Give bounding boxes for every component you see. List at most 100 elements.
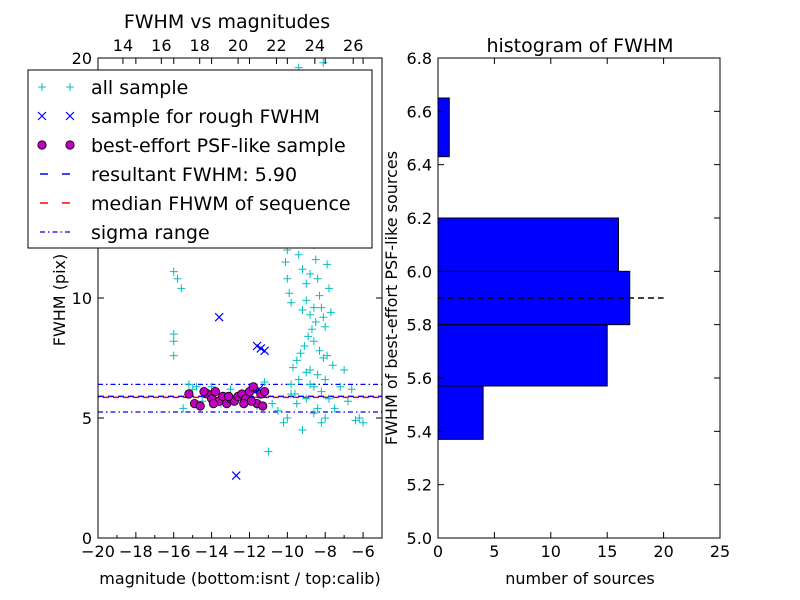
histogram-y-tick-label: 5.8 (407, 316, 432, 335)
all-sample-point (323, 260, 332, 269)
all-sample-point (273, 406, 282, 415)
all-sample-point (264, 447, 273, 456)
all-sample-point (192, 382, 201, 391)
all-sample-point (169, 337, 178, 346)
all-sample-point (321, 375, 330, 384)
scatter-legend: all sample sample for rough FWHM best-effo… (27, 69, 373, 249)
all-sample-point (330, 404, 339, 413)
all-sample-point (347, 385, 356, 394)
legend-marker-x (37, 111, 47, 121)
legend-marker-circle (65, 140, 75, 150)
all-sample-point (313, 370, 322, 379)
rough-fwhm-point (252, 341, 262, 351)
rough-fwhm-point (260, 346, 270, 356)
legend-label: all sample (91, 77, 188, 99)
legend-label: sigma range (91, 222, 210, 244)
scatter-panel: FWHM vs magnitudes −20 −18 −16 −14 −12 −10 −8−… (27, 11, 383, 588)
all-sample-point (184, 380, 193, 389)
all-sample-point (173, 274, 182, 283)
all-sample-point (287, 380, 296, 389)
psf-like-point (248, 382, 258, 392)
scatter-x-tick-label: −10 (270, 542, 304, 561)
psf-like-point (195, 401, 205, 411)
all-sample-point (285, 289, 294, 298)
histogram-y-tick-label: 5.0 (407, 529, 432, 548)
all-sample-point (296, 349, 305, 358)
all-sample-point (294, 250, 303, 259)
histogram-x-tick-label: 0 (433, 542, 443, 561)
all-sample-point (283, 274, 292, 283)
scatter-y-label: FWHM (pix) (50, 254, 69, 347)
all-sample-point (319, 354, 328, 362)
all-sample-point (309, 409, 318, 418)
all-sample-point (300, 342, 309, 350)
all-sample-point (324, 394, 333, 403)
psf-like-point (224, 391, 234, 401)
all-sample-point (313, 274, 322, 283)
scatter-x-tick-label: −8 (313, 542, 337, 561)
scatter-x-tick-label: −20 (81, 542, 115, 561)
scatter-y-tick-label: 5 (82, 409, 92, 428)
scatter-top-tick-label: 14 (113, 36, 133, 55)
scatter-title: FWHM vs magnitudes (124, 11, 330, 33)
all-sample-point (302, 279, 311, 288)
histogram-title: histogram of FWHM (486, 35, 673, 57)
all-sample-point (359, 418, 368, 427)
histogram-x-tick-label: 15 (597, 542, 617, 561)
all-sample-point (311, 255, 320, 264)
histogram-panel: histogram of FWHM 0 5 10 15 20 25 5.05.25.45.… (382, 35, 730, 588)
psf-like-point (260, 386, 270, 397)
all-sample-point (315, 291, 324, 300)
all-sample-point (321, 322, 330, 331)
legend-marker-plus (66, 83, 74, 91)
histogram-bar (437, 97, 450, 158)
legend-label: best-effort PSF-like sample (91, 135, 346, 157)
scatter-y-tick-label: 0 (82, 529, 92, 548)
scatter-top-tick-label: 18 (190, 36, 210, 55)
psf-like-point (239, 398, 249, 409)
all-sample-point (289, 363, 298, 372)
legend-box (27, 69, 373, 249)
scatter-top-ticks: 14 16 18 20 22 24 26 (113, 36, 363, 64)
legend-label: median FHWM of sequence (91, 193, 351, 215)
all-sample-point (290, 390, 299, 398)
rough-fwhm-point (214, 312, 224, 322)
all-sample-point (298, 426, 307, 434)
all-sample-point (169, 330, 178, 338)
all-sample-point (309, 337, 318, 346)
all-sample-point (298, 265, 307, 274)
histogram-y-tick-label: 6.8 (407, 49, 432, 68)
psf-like-point (184, 389, 194, 399)
all-sample-point (324, 284, 333, 293)
all-sample-point (311, 318, 320, 326)
histogram-y-tick-label: 6.0 (407, 262, 432, 281)
all-sample-point (321, 414, 330, 422)
all-sample-point (169, 351, 178, 360)
histogram-x-tick-label: 25 (710, 542, 730, 561)
all-sample-point (343, 397, 352, 406)
histogram-plot-area (437, 57, 721, 539)
psf-like-point (246, 396, 256, 406)
rough-fwhm-point (231, 471, 241, 481)
legend-marker-plus (38, 83, 46, 91)
all-sample-point (260, 378, 269, 386)
all-sample-point (355, 414, 364, 422)
psf-like-point (208, 398, 219, 409)
all-sample-point (294, 375, 303, 384)
all-sample-point (309, 382, 318, 391)
histogram-x-tick-label: 5 (489, 542, 499, 561)
all-sample-point (340, 366, 349, 374)
legend-marker-x (65, 111, 75, 121)
all-sample-point (315, 346, 324, 355)
histogram-y-tick-label: 5.2 (407, 476, 432, 495)
all-sample-point (306, 310, 315, 319)
legend-marker-circle (37, 140, 47, 150)
all-sample-point (306, 270, 315, 278)
histogram-x-label: number of sources (505, 569, 655, 588)
scatter-x-tick-label: −6 (351, 542, 375, 561)
histogram-y-tick-label: 6.6 (407, 102, 432, 121)
all-sample-point (298, 306, 307, 314)
scatter-x-tick-label: −16 (157, 542, 191, 561)
all-sample-point (336, 382, 345, 391)
